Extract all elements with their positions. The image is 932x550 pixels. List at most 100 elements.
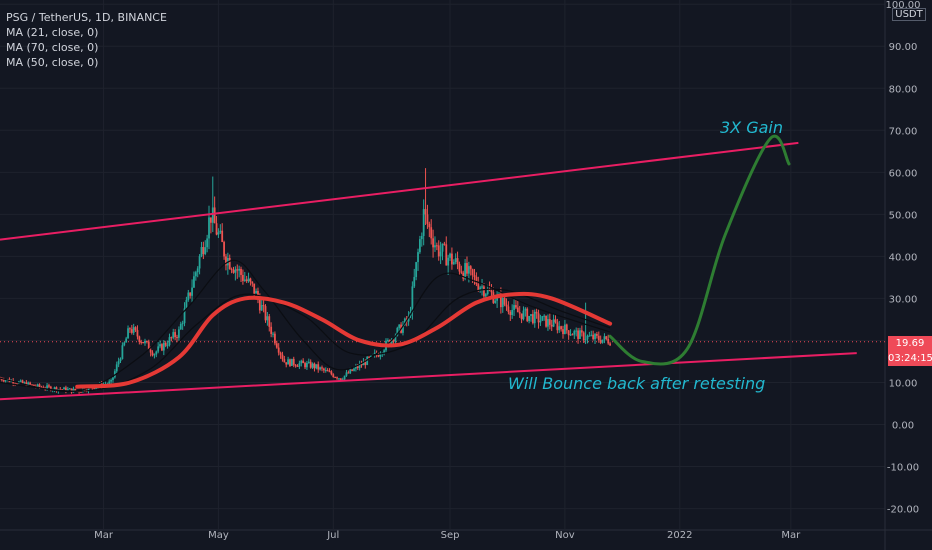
candle-body: [554, 319, 557, 323]
candle-body: [528, 315, 531, 322]
x-tick-label: Sep: [441, 530, 460, 541]
candle-body: [193, 276, 195, 288]
candle-body: [415, 262, 418, 277]
candle-body: [577, 330, 579, 339]
candle-body: [607, 339, 610, 344]
candle-body: [456, 258, 459, 264]
candle-body: [31, 384, 33, 386]
candle-body: [127, 328, 129, 339]
candle-body: [119, 358, 122, 362]
candle-body: [300, 360, 303, 364]
candle-body: [354, 366, 357, 369]
candle-body: [19, 380, 22, 382]
candle-body: [110, 380, 112, 382]
indicator-ma-21[interactable]: MA (21, close, 0): [6, 26, 99, 39]
candle-body: [449, 253, 451, 258]
candle-body: [356, 366, 359, 368]
candle-body: [370, 354, 372, 358]
candle-body: [108, 381, 111, 384]
candle-body: [115, 364, 118, 372]
candle-body: [170, 337, 173, 339]
candle-body: [338, 378, 340, 380]
candle-body: [494, 300, 497, 303]
candle-body: [287, 359, 289, 365]
candle-body: [87, 386, 90, 392]
candle-body: [467, 266, 470, 274]
candle-body: [234, 269, 237, 273]
candle-body: [441, 243, 444, 252]
candle-body: [215, 223, 218, 235]
candle-body: [262, 305, 265, 307]
candle-body: [466, 263, 468, 274]
candle-body: [209, 217, 212, 223]
candle-body: [206, 238, 209, 248]
time-axis[interactable]: Mar May Jul Sep Nov 2022 Mar: [94, 530, 801, 541]
symbol-title[interactable]: PSG / TetherUS, 1D, BINANCE: [6, 11, 167, 24]
last-price-value: 19.69: [895, 338, 925, 349]
candle-body: [309, 361, 312, 368]
candle-body: [298, 363, 301, 367]
candle-body: [313, 363, 316, 369]
candle-body: [558, 326, 561, 331]
candle-body: [306, 362, 308, 368]
candle-body: [321, 367, 323, 369]
indicator-ma-50[interactable]: MA (50, close, 0): [6, 56, 99, 69]
candle-body: [63, 387, 65, 390]
x-tick-label: Nov: [555, 530, 575, 541]
candle-body: [140, 341, 143, 343]
candle-body: [296, 365, 299, 367]
candle-body: [247, 278, 250, 282]
x-tick-label: 2022: [667, 530, 692, 541]
candle-body: [159, 344, 161, 347]
candle-body: [277, 347, 280, 353]
candle-body: [524, 308, 527, 311]
candle-body: [565, 324, 568, 331]
candle-body: [168, 337, 171, 346]
candle-body: [479, 287, 482, 291]
candle-body: [149, 349, 152, 353]
candle-body: [569, 334, 572, 336]
candle-body: [424, 209, 427, 215]
candle-body: [166, 345, 169, 347]
candle-body: [597, 335, 600, 341]
candle-body: [270, 326, 273, 334]
candle-body: [285, 362, 288, 365]
candle-body: [65, 387, 67, 392]
candle-body: [413, 276, 416, 287]
currency-unit-label[interactable]: USDT: [892, 8, 926, 21]
candle-body: [439, 251, 442, 257]
candle-body: [552, 319, 555, 327]
candle-body: [582, 332, 585, 341]
candle-body: [430, 227, 433, 239]
candle-body: [537, 313, 540, 323]
bounce-annotation: Will Bounce back after retesting: [508, 374, 766, 393]
candle-body: [499, 294, 502, 308]
candle-body: [398, 324, 401, 328]
candle-body: [136, 330, 139, 337]
candle-body: [93, 387, 96, 389]
price-axis[interactable]: 100.00 90.00 80.00 70.00 60.00 50.00 40.00 30.0…: [886, 0, 921, 515]
candle-body: [462, 272, 465, 279]
candle-body: [161, 344, 163, 351]
candle-body: [208, 217, 210, 239]
candle-body: [264, 306, 267, 321]
candle-body: [228, 257, 231, 269]
candle-body: [366, 356, 369, 365]
candle-body: [322, 368, 325, 371]
candle-body: [145, 341, 148, 343]
projection-arrow: [608, 134, 791, 366]
candle-body: [245, 279, 248, 282]
bar-countdown: 03:24:15: [888, 353, 932, 364]
candle-body: [511, 309, 514, 315]
candle-body: [515, 305, 517, 308]
projection-curve: [608, 134, 791, 366]
candle-body: [584, 339, 587, 341]
candle-body: [454, 258, 457, 262]
indicator-ma-70[interactable]: MA (70, close, 0): [6, 41, 99, 54]
candle-body: [592, 334, 595, 340]
candle-body: [255, 290, 257, 294]
candle-body: [80, 391, 82, 393]
candle-body: [332, 374, 335, 378]
candle-body: [407, 316, 410, 322]
